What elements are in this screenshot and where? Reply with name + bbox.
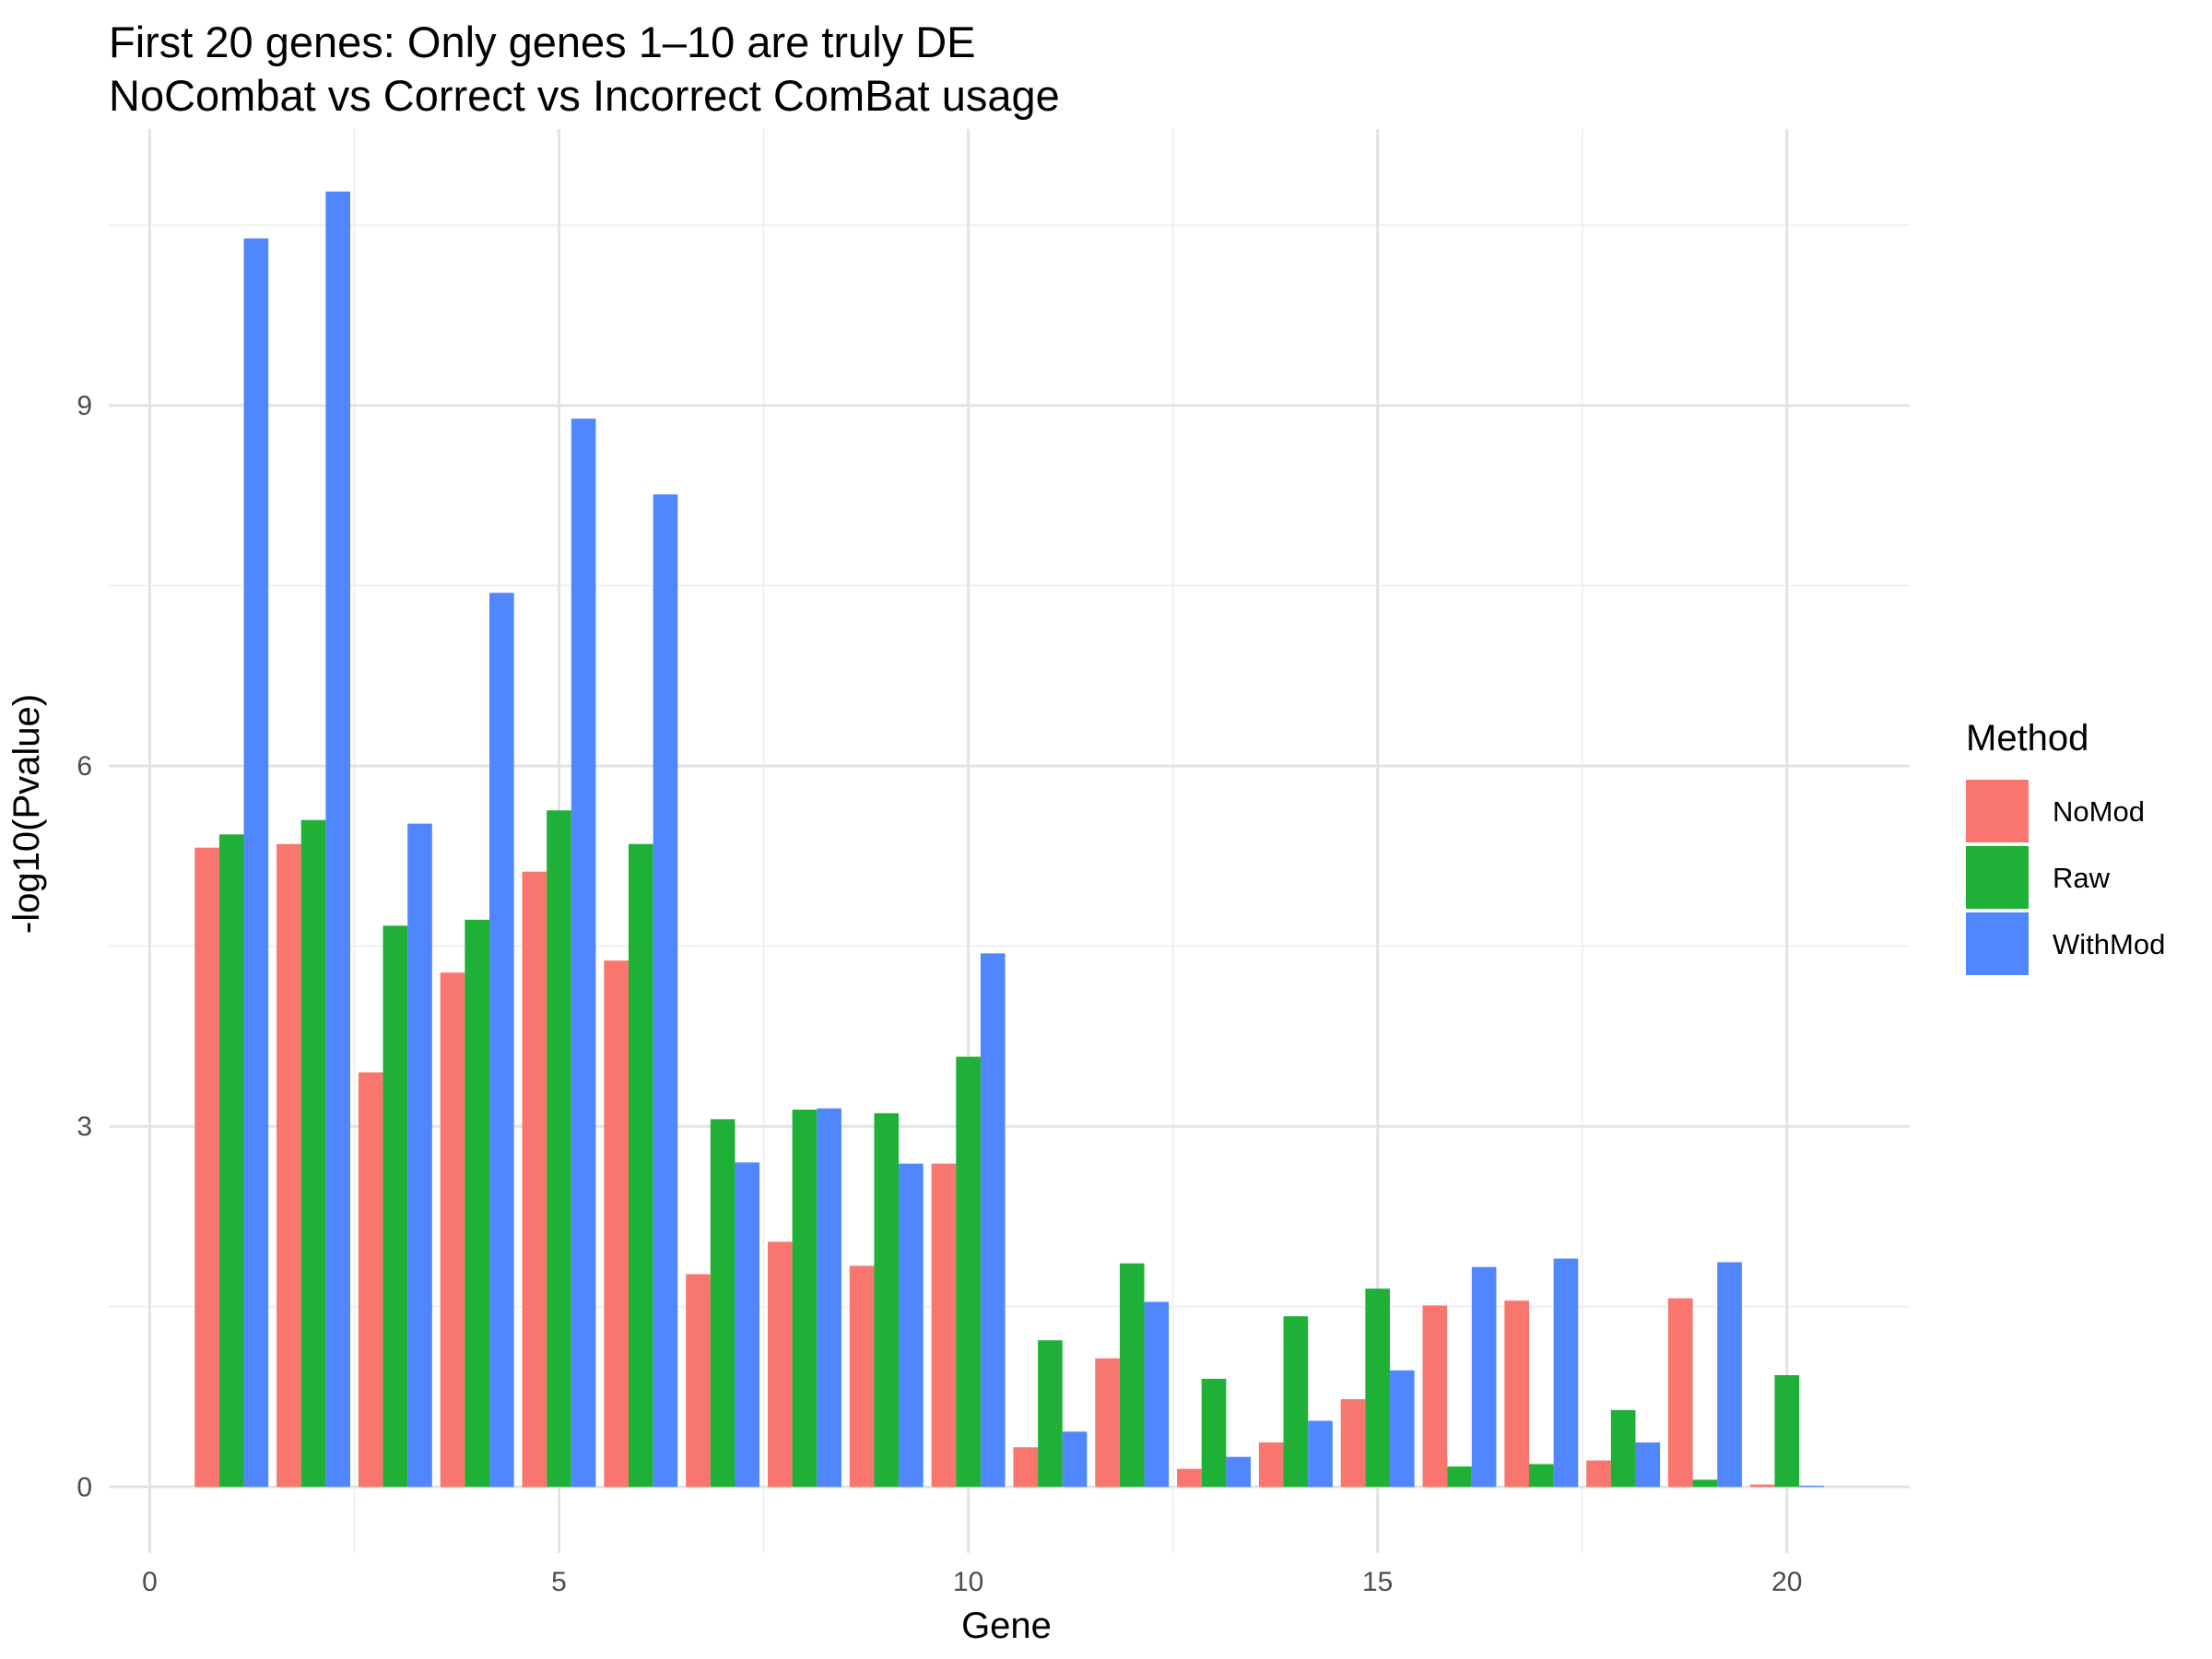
bar-nomod-gene-14: NoMod gene 14: 0.37 bbox=[1258, 1442, 1284, 1488]
bar-raw-gene-19: Raw gene 19: 0.06 bbox=[1692, 1479, 1718, 1488]
bar-raw-gene-7: Raw gene 7: 3.06 bbox=[710, 1119, 735, 1488]
bar-withmod-gene-16: WithMod gene 16: 1.83 bbox=[1471, 1266, 1497, 1488]
bar-raw-gene-1: Raw gene 1: 5.43 bbox=[218, 834, 244, 1488]
legend-swatch-raw bbox=[1966, 846, 2029, 909]
bar-raw-gene-6: Raw gene 6: 5.35 bbox=[628, 843, 653, 1488]
x-tick-label: 20 bbox=[1771, 1567, 1802, 1597]
x-tick-label: 5 bbox=[551, 1567, 567, 1597]
bar-nomod-gene-11: NoMod gene 11: 0.33 bbox=[1013, 1447, 1039, 1488]
bar-raw-gene-17: Raw gene 17: 0.19 bbox=[1528, 1464, 1554, 1488]
x-tick-label: 15 bbox=[1362, 1567, 1393, 1597]
bar-withmod-gene-20: WithMod gene 20: 0.01 bbox=[1799, 1485, 1824, 1488]
bar-raw-gene-18: Raw gene 18: 0.64 bbox=[1610, 1409, 1636, 1488]
bar-nomod-gene-5: NoMod gene 5: 5.12 bbox=[522, 871, 547, 1488]
bar-raw-gene-8: Raw gene 8: 3.14 bbox=[792, 1109, 818, 1488]
bar-nomod-gene-17: NoMod gene 17: 1.55 bbox=[1504, 1300, 1529, 1488]
y-tick-label: 6 bbox=[76, 751, 92, 782]
legend-label-nomod: NoMod bbox=[2053, 795, 2145, 828]
y-axis-title: -log10(Pvalue) bbox=[6, 694, 47, 934]
bar-withmod-gene-17: WithMod gene 17: 1.9 bbox=[1553, 1258, 1579, 1488]
bar-withmod-gene-12: WithMod gene 12: 1.54 bbox=[1144, 1301, 1170, 1488]
bar-withmod-gene-19: WithMod gene 19: 1.87 bbox=[1717, 1262, 1742, 1488]
bar-nomod-gene-3: NoMod gene 3: 3.45 bbox=[358, 1072, 383, 1488]
legend-label-raw: Raw bbox=[2053, 862, 2111, 894]
bar-nomod-gene-9: NoMod gene 9: 1.84 bbox=[849, 1265, 875, 1488]
bar-raw-gene-9: Raw gene 9: 3.11 bbox=[874, 1112, 900, 1488]
chart-subtitle: NoCombat vs Correct vs Incorrect ComBat … bbox=[109, 71, 1060, 120]
bar-raw-gene-20: Raw gene 20: 0.93 bbox=[1774, 1375, 1800, 1488]
bar-withmod-gene-1: WithMod gene 1: 10.39 bbox=[243, 238, 269, 1488]
bar-nomod-gene-16: NoMod gene 16: 1.51 bbox=[1422, 1305, 1448, 1488]
legend-swatch-withmod bbox=[1966, 912, 2029, 975]
x-tick-label: 10 bbox=[953, 1567, 983, 1597]
bar-withmod-gene-5: WithMod gene 5: 8.89 bbox=[571, 418, 596, 1488]
bar-nomod-gene-19: NoMod gene 19: 1.57 bbox=[1667, 1298, 1693, 1488]
bar-nomod-gene-13: NoMod gene 13: 0.15 bbox=[1177, 1468, 1202, 1488]
bar-nomod-gene-1: NoMod gene 1: 5.32 bbox=[194, 847, 219, 1488]
legend-title: Method bbox=[1966, 718, 2088, 759]
bar-nomod-gene-8: NoMod gene 8: 2.04 bbox=[767, 1241, 793, 1488]
bar-nomod-gene-4: NoMod gene 4: 4.28 bbox=[440, 972, 465, 1488]
bar-raw-gene-3: Raw gene 3: 4.67 bbox=[382, 925, 408, 1488]
bar-nomod-gene-10: NoMod gene 10: 2.69 bbox=[931, 1163, 957, 1488]
x-tick-label: 0 bbox=[142, 1567, 158, 1597]
bar-nomod-gene-7: NoMod gene 7: 1.77 bbox=[686, 1274, 711, 1488]
chart-title: First 20 genes: Only genes 1–10 are trul… bbox=[109, 18, 975, 66]
x-axis-title: Gene bbox=[961, 1606, 1052, 1646]
bar-withmod-gene-6: WithMod gene 6: 8.26 bbox=[653, 494, 678, 1488]
bar-nomod-gene-6: NoMod gene 6: 4.38 bbox=[604, 960, 629, 1488]
bar-nomod-gene-2: NoMod gene 2: 5.35 bbox=[276, 843, 301, 1488]
bar-raw-gene-16: Raw gene 16: 0.17 bbox=[1447, 1466, 1472, 1488]
bar-nomod-gene-20: NoMod gene 20: 0.02 bbox=[1749, 1484, 1775, 1488]
bar-withmod-gene-4: WithMod gene 4: 7.44 bbox=[489, 593, 514, 1488]
bar-withmod-gene-2: WithMod gene 2: 10.78 bbox=[325, 191, 351, 1488]
y-tick-label: 9 bbox=[76, 391, 92, 421]
bars: NoMod gene 1: 5.32 NoMod gene 2: 5.35 NoMo… bbox=[194, 191, 1824, 1488]
bar-raw-gene-10: Raw gene 10: 3.58 bbox=[956, 1056, 981, 1488]
bar-raw-gene-5: Raw gene 5: 5.63 bbox=[547, 810, 571, 1488]
bar-withmod-gene-13: WithMod gene 13: 0.25 bbox=[1226, 1456, 1252, 1488]
bar-withmod-gene-10: WithMod gene 10: 4.44 bbox=[980, 953, 1006, 1488]
bar-raw-gene-12: Raw gene 12: 1.86 bbox=[1119, 1263, 1145, 1488]
bar-withmod-gene-8: WithMod gene 8: 3.15 bbox=[817, 1108, 841, 1488]
legend-swatch-nomod bbox=[1966, 780, 2029, 842]
bar-withmod-gene-18: WithMod gene 18: 0.37 bbox=[1635, 1442, 1661, 1488]
y-tick-label: 3 bbox=[76, 1112, 92, 1142]
bar-raw-gene-4: Raw gene 4: 4.72 bbox=[465, 919, 490, 1488]
bar-nomod-gene-18: NoMod gene 18: 0.22 bbox=[1586, 1460, 1611, 1488]
bar-raw-gene-14: Raw gene 14: 1.42 bbox=[1283, 1316, 1309, 1488]
bar-raw-gene-15: Raw gene 15: 1.65 bbox=[1365, 1288, 1391, 1488]
bar-withmod-gene-9: WithMod gene 9: 2.69 bbox=[899, 1163, 924, 1488]
y-tick-labels: 0 3 6 9 bbox=[76, 391, 92, 1502]
legend: Method NoMod Raw WithMod bbox=[1966, 718, 2165, 975]
legend-label-withmod: WithMod bbox=[2053, 928, 2165, 960]
bar-withmod-gene-14: WithMod gene 14: 0.55 bbox=[1308, 1420, 1333, 1488]
bar-withmod-gene-7: WithMod gene 7: 2.7 bbox=[735, 1162, 760, 1488]
x-tick-labels: 0 5 10 15 20 bbox=[142, 1567, 1802, 1597]
bar-withmod-gene-15: WithMod gene 15: 0.97 bbox=[1390, 1370, 1415, 1488]
bar-withmod-gene-3: WithMod gene 3: 5.52 bbox=[407, 823, 432, 1488]
y-tick-label: 0 bbox=[76, 1472, 92, 1502]
bar-raw-gene-11: Raw gene 11: 1.22 bbox=[1038, 1340, 1063, 1488]
bar-nomod-gene-12: NoMod gene 12: 1.07 bbox=[1095, 1358, 1120, 1488]
bar-raw-gene-2: Raw gene 2: 5.55 bbox=[300, 819, 326, 1488]
bar-raw-gene-13: Raw gene 13: 0.9 bbox=[1201, 1378, 1227, 1488]
bar-withmod-gene-11: WithMod gene 11: 0.46 bbox=[1062, 1431, 1088, 1488]
bar-nomod-gene-15: NoMod gene 15: 0.73 bbox=[1340, 1399, 1366, 1488]
